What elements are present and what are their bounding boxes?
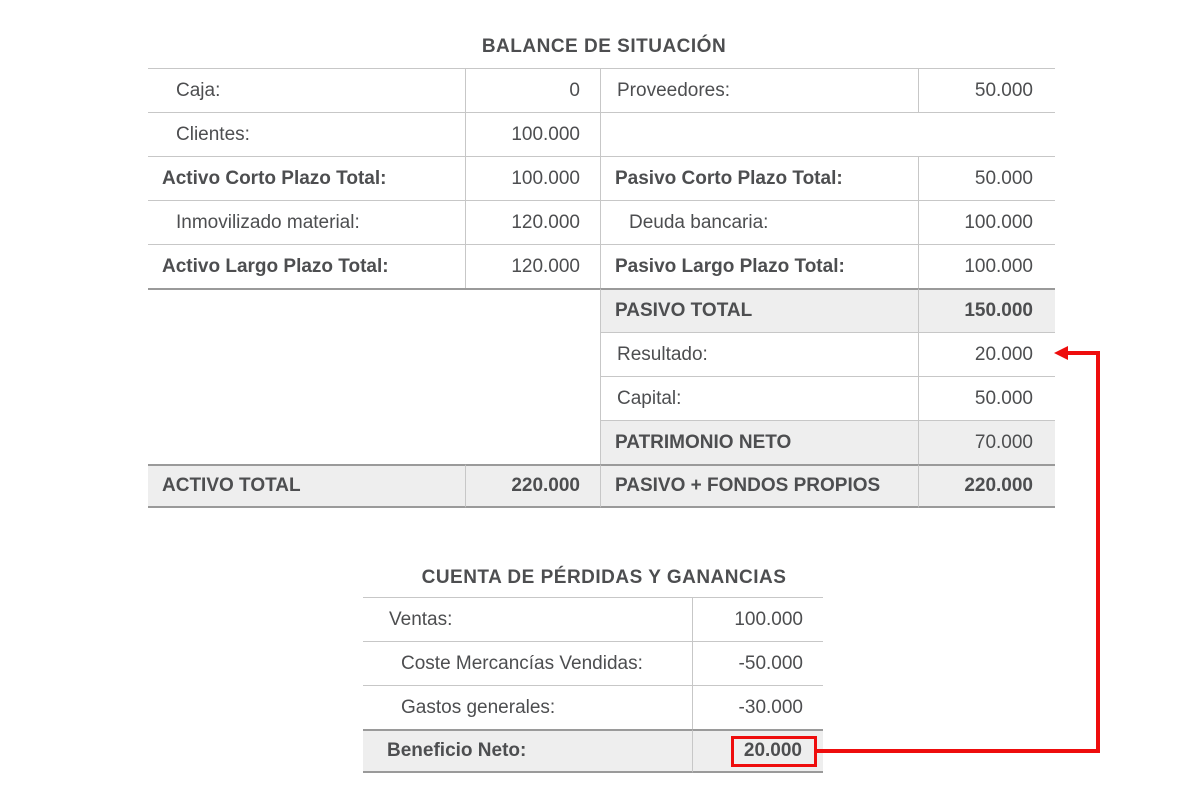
empty-cell bbox=[600, 112, 1055, 156]
ventas-value: 100.000 bbox=[692, 597, 823, 641]
deuda-bancaria-value: 100.000 bbox=[918, 200, 1055, 244]
pasivo-fondos-propios-value: 220.000 bbox=[918, 464, 1055, 508]
capital-value: 50.000 bbox=[918, 376, 1055, 420]
flow-arrow-bottom-segment bbox=[816, 749, 1100, 753]
ventas-label: Ventas: bbox=[363, 597, 692, 641]
coste-mercancias-label: Coste Mercancías Vendidas: bbox=[363, 641, 692, 685]
caja-value: 0 bbox=[465, 68, 600, 112]
pasivo-largo-total-label: Pasivo Largo Plazo Total: bbox=[600, 244, 918, 288]
patrimonio-neto-value: 70.000 bbox=[918, 420, 1055, 464]
pasivo-total-label: PASIVO TOTAL bbox=[600, 288, 918, 332]
clientes-label: Clientes: bbox=[148, 112, 465, 156]
inmovilizado-value: 120.000 bbox=[465, 200, 600, 244]
activo-largo-total-value: 120.000 bbox=[465, 244, 600, 288]
clientes-value: 100.000 bbox=[465, 112, 600, 156]
pasivo-corto-total-label: Pasivo Corto Plazo Total: bbox=[600, 156, 918, 200]
pnl-title: CUENTA DE PÉRDIDAS Y GANANCIAS bbox=[421, 567, 787, 588]
patrimonio-neto-label: PATRIMONIO NETO bbox=[600, 420, 918, 464]
pasivo-corto-total-value: 50.000 bbox=[918, 156, 1055, 200]
resultado-value: 20.000 bbox=[918, 332, 1055, 376]
gastos-generales-label: Gastos generales: bbox=[363, 685, 692, 729]
activo-corto-total-label: Activo Corto Plazo Total: bbox=[148, 156, 465, 200]
pasivo-total-value: 150.000 bbox=[918, 288, 1055, 332]
pasivo-largo-total-value: 100.000 bbox=[918, 244, 1055, 288]
resultado-label: Resultado: bbox=[600, 332, 918, 376]
activo-largo-total-label: Activo Largo Plazo Total: bbox=[148, 244, 465, 288]
caja-label: Caja: bbox=[148, 68, 465, 112]
proveedores-label: Proveedores: bbox=[600, 68, 918, 112]
gastos-generales-value: -30.000 bbox=[692, 685, 823, 729]
pasivo-fondos-propios-label: PASIVO + FONDOS PROPIOS bbox=[600, 464, 918, 508]
capital-label: Capital: bbox=[600, 376, 918, 420]
coste-mercancias-value: -50.000 bbox=[692, 641, 823, 685]
flow-arrow-top-segment bbox=[1067, 351, 1100, 355]
flow-arrow-vertical-segment bbox=[1096, 351, 1100, 753]
pnl-table: Ventas: 100.000 Coste Mercancías Vendida… bbox=[363, 597, 823, 773]
inmovilizado-label: Inmovilizado material: bbox=[148, 200, 465, 244]
activo-corto-total-value: 100.000 bbox=[465, 156, 600, 200]
deuda-bancaria-label: Deuda bancaria: bbox=[600, 200, 918, 244]
beneficio-neto-label: Beneficio Neto: bbox=[363, 729, 692, 773]
balance-sheet-table: Caja: 0 Proveedores: 50.000 Clientes: 10… bbox=[148, 68, 1055, 508]
empty-region bbox=[148, 288, 600, 464]
activo-total-value: 220.000 bbox=[465, 464, 600, 508]
beneficio-neto-value-cell: 20.000 bbox=[692, 729, 823, 773]
balance-sheet-title: BALANCE DE SITUACIÓN bbox=[481, 36, 727, 57]
flow-arrow-head-icon bbox=[1054, 346, 1068, 360]
beneficio-neto-highlight-box: 20.000 bbox=[730, 735, 817, 767]
activo-total-label: ACTIVO TOTAL bbox=[148, 464, 465, 508]
proveedores-value: 50.000 bbox=[918, 68, 1055, 112]
